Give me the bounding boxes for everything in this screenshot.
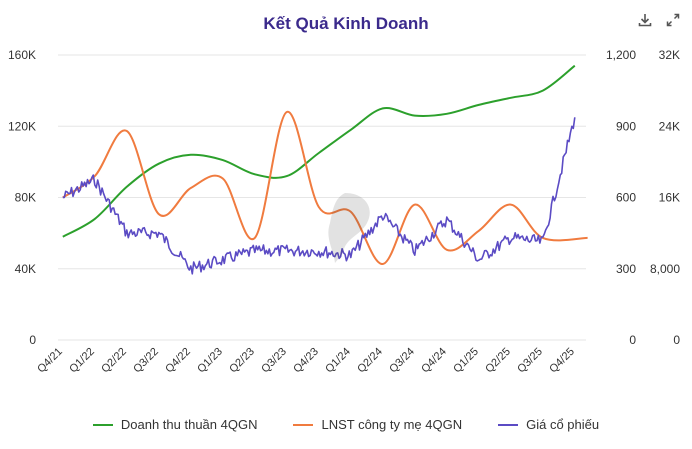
legend-label: Doanh thu thuần 4QGN: [120, 417, 258, 432]
x-tick-label: Q2/25: [483, 346, 513, 376]
y-tick-label-right: 16K: [659, 191, 680, 205]
expand-icon[interactable]: [662, 9, 684, 31]
y-tick-label-right: 0: [673, 333, 680, 347]
y-tick-label-right: 24K: [659, 119, 680, 133]
x-tick-label: Q4/23: [291, 346, 321, 376]
x-tick-label: Q1/24: [323, 346, 353, 376]
legend-item-revenue[interactable]: Doanh thu thuần 4QGN: [92, 417, 258, 432]
legend-label: LNST công ty mẹ 4QGN: [321, 417, 463, 432]
x-tick-label: Q4/25: [547, 346, 577, 376]
x-tick-label: Q3/23: [259, 346, 289, 376]
legend-label: Giá cổ phiếu: [526, 417, 600, 432]
x-tick-label: Q3/25: [515, 346, 545, 376]
x-tick-label: Q1/22: [67, 346, 97, 376]
x-tick-label: Q4/22: [163, 346, 193, 376]
page-title: Kết Quả Kinh Doanh: [263, 14, 429, 33]
series-line-profit: [62, 110, 588, 265]
x-tick-label: Q4/21: [35, 346, 65, 376]
series-line-price: [62, 117, 576, 275]
y-tick-label-left: 80K: [15, 191, 36, 205]
y-tick-label-mid: 300: [616, 262, 636, 276]
y-tick-label-right: 32K: [659, 48, 680, 62]
y-tick-label-left: 40K: [15, 262, 36, 276]
y-tick-label-right: 8,000: [650, 262, 680, 276]
x-tick-label: Q2/23: [227, 346, 257, 376]
y-tick-label-left: 120K: [8, 119, 36, 133]
y-tick-label-left: 0: [29, 333, 36, 347]
x-tick-label: Q1/25: [451, 346, 481, 376]
x-tick-label: Q3/24: [387, 346, 417, 376]
x-tick-label: Q4/24: [419, 346, 449, 376]
y-tick-label-mid: 900: [616, 119, 636, 133]
legend-swatch: [92, 423, 113, 426]
legend-item-price[interactable]: Giá cổ phiếu: [498, 417, 599, 432]
x-tick-label: Q2/22: [99, 346, 129, 376]
y-tick-label-mid: 0: [629, 333, 636, 347]
legend-item-profit[interactable]: LNST công ty mẹ 4QGN: [293, 417, 462, 432]
legend: Doanh thu thuần 4QGN LNST công ty mẹ 4QG…: [0, 417, 692, 432]
y-tick-label-mid: 600: [616, 191, 636, 205]
x-tick-label: Q2/24: [355, 346, 385, 376]
y-tick-label-left: 160K: [8, 48, 36, 62]
x-tick-label: Q3/22: [131, 346, 161, 376]
series-line-revenue: [62, 64, 576, 238]
legend-swatch: [498, 423, 519, 426]
legend-swatch: [293, 423, 314, 426]
download-icon[interactable]: [634, 9, 656, 31]
x-tick-label: Q1/23: [195, 346, 225, 376]
y-tick-label-mid: 1,200: [606, 48, 636, 62]
